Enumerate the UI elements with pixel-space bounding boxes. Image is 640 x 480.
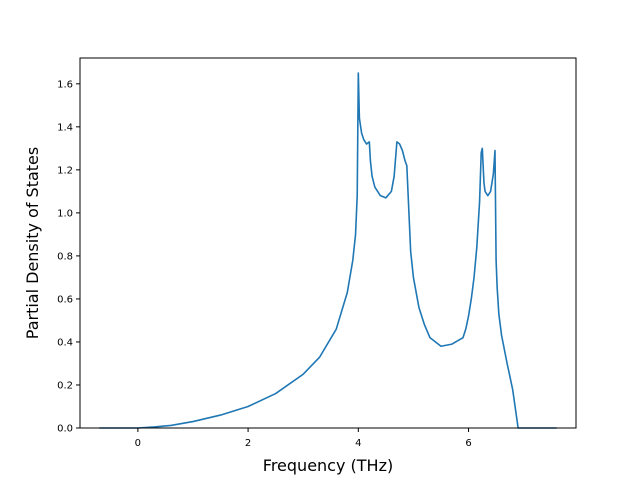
x-axis-label: Frequency (THz) [263, 456, 393, 475]
tick-layer: 0 2 4 6 0.0 0.2 0.4 0.6 0.8 1.0 1.2 1.4 1.6 [57, 79, 472, 449]
y-tick-label: 1.6 [57, 79, 73, 90]
x-tick-label: 6 [465, 438, 471, 449]
x-tick-label: 4 [355, 438, 361, 449]
y-tick-label: 1.2 [57, 165, 73, 176]
y-tick-label: 0.0 [57, 424, 73, 435]
y-tick-label: 0.8 [57, 251, 73, 262]
x-tick-label: 0 [135, 438, 141, 449]
pdos-series-line [99, 72, 557, 429]
y-tick-label: 1.4 [57, 122, 73, 133]
plot-frame [79, 57, 577, 429]
y-axis-label: Partial Density of States [23, 147, 42, 339]
y-tick-label: 0.4 [57, 337, 73, 348]
plot-layer [99, 72, 557, 429]
y-tick-label: 1.0 [57, 208, 73, 219]
y-tick-label: 0.6 [57, 294, 73, 305]
y-tick-label: 0.2 [57, 380, 73, 391]
x-tick-label: 2 [245, 438, 251, 449]
